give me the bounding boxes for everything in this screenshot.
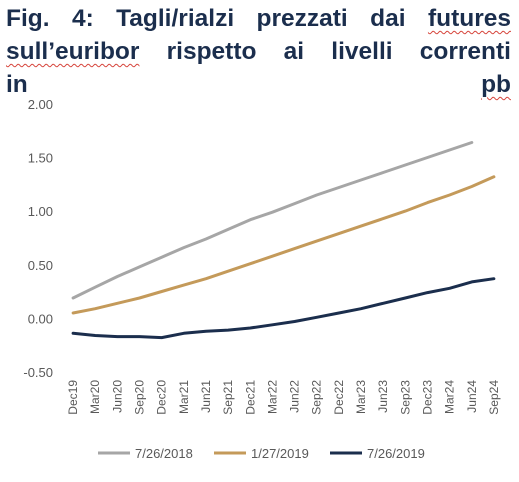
title-line-3: in pb [6, 71, 511, 98]
x-tick-label: Jun24 [465, 380, 479, 413]
x-tick-label: Mar23 [354, 380, 368, 414]
x-tick-label: Mar21 [177, 380, 191, 414]
title-line-1: Fig. 4: Tagli/rialzi prezzati dai future… [6, 5, 511, 32]
series-line-3 [71, 277, 496, 340]
legend-label: 7/26/2018 [135, 446, 193, 461]
x-tick-label: Mar22 [265, 380, 279, 414]
series-line-1 [71, 141, 474, 300]
legend: 7/26/2018 1/27/2019 7/26/2019 [98, 446, 425, 461]
title-text-spellcheck: pb [481, 71, 511, 98]
y-tick-label: -0.50 [23, 365, 53, 380]
x-axis: Dec19 Mar20 Jun20 Sep20 Dec20 Mar21 Jun21 Sep21… [66, 380, 501, 415]
y-tick-label: 1.50 [28, 151, 53, 166]
y-tick-label: 0.00 [28, 311, 53, 326]
title-text: in [6, 71, 482, 98]
x-tick-label: Sep21 [221, 380, 235, 415]
x-tick-label: Dec21 [243, 380, 257, 415]
x-tick-label: Dec22 [332, 380, 346, 415]
x-tick-label: Sep22 [310, 380, 324, 415]
series-line-2 [71, 175, 496, 315]
y-tick-label: 0.50 [28, 258, 53, 273]
x-tick-label: Jun23 [376, 380, 390, 413]
legend-label: 7/26/2019 [367, 446, 425, 461]
y-tick-label: 2.00 [28, 97, 53, 112]
title-text: Fig. 4: Tagli/rialzi prezzati dai [6, 5, 428, 32]
title-text: rispetto ai livelli correnti [139, 38, 511, 65]
x-tick-label: Dec19 [66, 380, 80, 415]
x-tick-label: Sep20 [133, 380, 147, 415]
title-text-spellcheck: sull’euribor [6, 38, 140, 65]
x-tick-label: Mar20 [88, 380, 102, 414]
x-tick-label: Sep24 [487, 380, 501, 415]
x-tick-label: Jun22 [288, 380, 302, 413]
title-text-spellcheck: futures [427, 5, 511, 32]
x-tick-label: Jun21 [199, 380, 213, 413]
chart-title: Fig. 4: Tagli/rialzi prezzati dai future… [6, 2, 511, 101]
x-tick-label: Sep23 [398, 380, 412, 415]
y-axis: 2.00 1.50 1.00 0.50 0.00 -0.50 [23, 97, 53, 380]
y-tick-label: 1.00 [28, 204, 53, 219]
x-tick-label: Dec20 [155, 380, 169, 415]
x-tick-label: Dec23 [420, 380, 434, 415]
title-line-2: sull’euribor rispetto ai livelli corrent… [6, 38, 511, 65]
x-tick-label: Jun20 [110, 380, 124, 413]
chart-series [71, 141, 496, 340]
x-tick-label: Mar24 [443, 380, 457, 414]
legend-label: 1/27/2019 [251, 446, 309, 461]
